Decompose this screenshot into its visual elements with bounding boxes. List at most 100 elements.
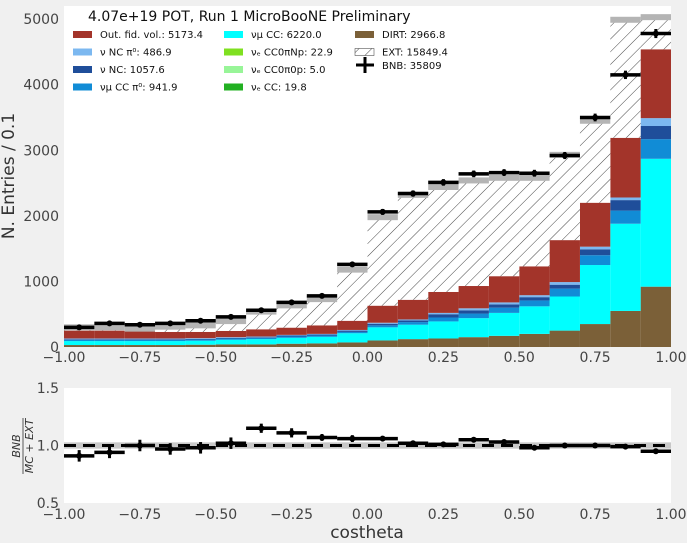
bar-segment [549,330,580,347]
bar-segment [94,345,125,347]
bar-segment [64,341,95,346]
bar-segment [640,139,671,159]
bar-segment [337,329,368,331]
mc-error-band [215,318,247,325]
data-point [288,299,295,306]
bar-segment [185,339,216,341]
ratio-point [440,441,447,448]
legend-swatch [224,31,243,38]
bar-segment [549,288,580,297]
bar-segment [428,314,459,318]
bar-segment [337,330,368,332]
ratio-y-tick-label: 0.5 [37,496,59,512]
x-tick-label: 0.75 [580,350,611,366]
ratio-x-tick-label: −0.75 [118,507,161,523]
mc-error-band [519,174,550,181]
mc-error-band [155,323,186,330]
bar-segment [458,310,489,314]
mc-error-band [306,296,338,303]
bar-segment [549,154,580,241]
bar-segment [488,177,520,277]
bar-segment [367,327,398,341]
legend-swatch [355,31,374,38]
legend-item: νₑ CC0πNp: 22.9 [224,48,333,59]
legend-swatch [224,83,243,91]
bar-segment [306,343,338,347]
data-point [76,324,83,331]
bar-segment [488,304,520,308]
bar-segment [579,324,611,347]
data-point [318,292,325,299]
data-point [592,114,599,121]
ratio-y-axis-label: BNB MC + EXT [10,417,36,474]
mc-error-band [124,325,156,332]
data-point [531,170,538,177]
bar-segment [215,330,247,338]
ratio-point [561,442,568,449]
legend-item: BNB: 35809 [356,57,442,73]
bar-segment [519,266,550,296]
legend-swatch [224,48,243,56]
ratio-y-tick-label: 1.0 [37,439,59,455]
ratio-point [197,444,204,451]
bar-segment [185,338,216,339]
bar-segment [397,324,429,340]
bar-segment [579,246,611,250]
legend-label: EXT: 15849.4 [382,48,448,59]
bar-segment [215,338,247,340]
bar-segment [610,137,641,198]
bar-segment [215,339,247,345]
chart-title: 4.07e+19 POT, Run 1 MicroBooNE Prelimina… [88,9,411,25]
bar-segment [276,337,307,344]
ratio-point [592,442,599,449]
bar-segment [610,200,641,211]
bar-segment [458,286,489,309]
x-tick-label: 0.25 [428,350,459,366]
legend-label: νμ CC π⁰: 941.9 [100,83,177,94]
bar-segment [215,321,247,331]
bar-segment [64,339,95,340]
bar-segment [124,331,156,339]
bar-segment [579,265,611,325]
ratio-point [318,434,325,441]
x-tick-label: 0.50 [504,350,535,366]
bar-segment [337,342,368,347]
bar-segment [64,338,95,340]
bar-segment [519,300,550,307]
bar-segment [124,345,156,347]
bar-segment [397,320,429,323]
bar-segment [428,291,459,313]
bar-segment [94,339,125,342]
bar-segment [397,322,429,325]
legend-swatch [73,31,92,38]
data-point [136,321,143,328]
ratio-point [349,435,356,442]
data-point [197,317,204,324]
bar-segment [367,217,398,306]
bar-segment [276,334,307,336]
bar-segment [428,186,459,292]
bar-segment [549,240,580,283]
bar-segment [155,345,186,347]
legend-label: ν NC: 1057.6 [100,65,165,76]
ratio-y-ticks: 0.5 1.0 1.5 [37,381,59,512]
bar-segment [124,338,156,340]
bar-segment [155,341,186,346]
ratio-point [470,436,477,443]
bar-segment [246,339,277,345]
ratio-x-tick-label: 0.50 [504,507,535,523]
bar-segment [246,344,277,347]
ratio-point [622,443,629,450]
bar-segment [155,338,186,340]
x-tick-label: −1.00 [43,350,86,366]
ratio-x-tick-label: −0.25 [270,507,313,523]
ratio-y-label-denominator: MC + EXT [23,417,36,473]
x-axis-label: costheta [330,523,404,543]
data-point [622,71,629,78]
bar-segment [64,345,95,347]
data-point [440,179,447,186]
bar-segment [458,180,489,287]
ratio-point [501,439,508,446]
legend-label: BNB: 35809 [382,61,442,72]
y-tick-label: 0 [50,340,59,356]
